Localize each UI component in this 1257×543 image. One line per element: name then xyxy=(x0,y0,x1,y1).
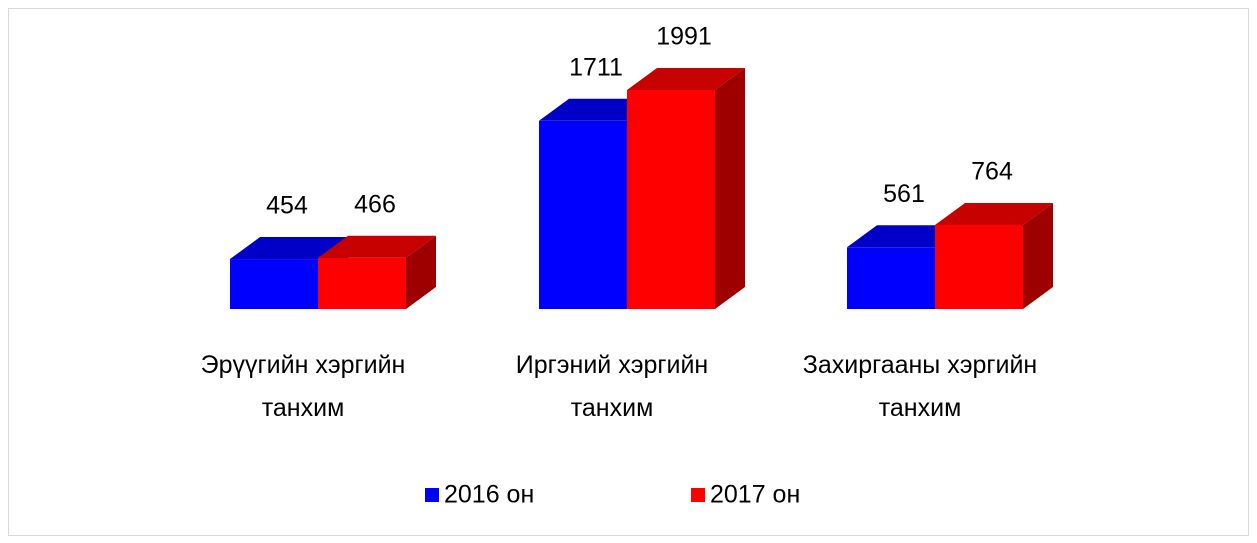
data-label: 454 xyxy=(266,192,308,220)
legend-swatch xyxy=(691,488,705,502)
data-label: 466 xyxy=(354,190,396,218)
bar-front xyxy=(230,259,318,309)
bar-top xyxy=(230,237,348,260)
bar-front xyxy=(935,224,1023,309)
bar-top xyxy=(627,67,745,90)
x-tick-label: Иргэний хэргийн танхим xyxy=(515,351,709,422)
legend-label: 2017 он xyxy=(710,481,800,509)
bar-front xyxy=(318,257,406,309)
data-label: 1991 xyxy=(656,23,712,51)
x-tick-label: Эрүүгийн хэргийн танхим xyxy=(200,351,406,422)
bar xyxy=(627,67,745,310)
data-label: 561 xyxy=(883,180,925,208)
bar-side xyxy=(406,235,436,309)
legend-swatch xyxy=(425,488,439,502)
data-label: 1711 xyxy=(569,53,623,81)
bar-front xyxy=(847,247,935,309)
bar-side xyxy=(1023,202,1053,309)
data-label: 764 xyxy=(971,158,1013,186)
bar-top xyxy=(935,202,1053,225)
bar-front xyxy=(627,89,715,310)
x-tick-label: Захиргааны хэргийн танхим xyxy=(802,351,1038,422)
bar xyxy=(935,202,1053,309)
bar-side xyxy=(715,67,745,310)
legend-label: 2016 он xyxy=(444,481,534,509)
bar-front xyxy=(539,120,627,309)
bar-top xyxy=(318,235,436,258)
bar xyxy=(318,235,436,309)
